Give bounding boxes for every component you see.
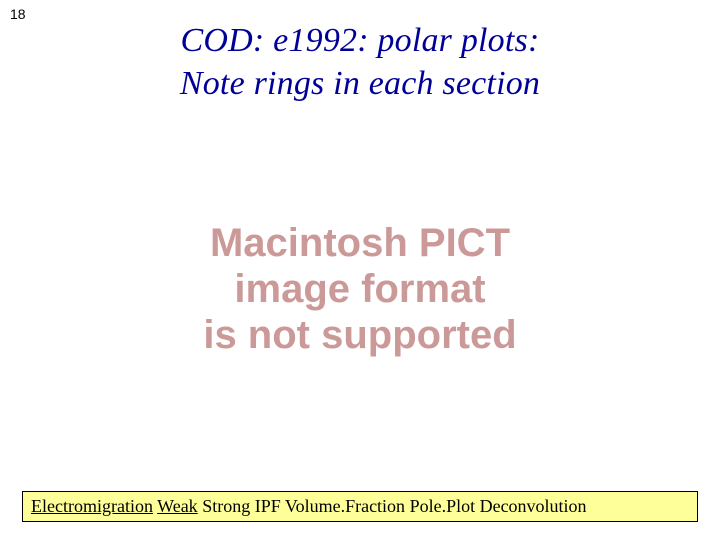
- footer-link-strong[interactable]: Strong: [202, 496, 250, 516]
- title-line-2: Note rings in each section: [180, 65, 540, 102]
- error-line-2: image format: [234, 267, 485, 311]
- error-line-1: Macintosh PICT: [210, 221, 510, 265]
- error-line-3: is not supported: [203, 313, 516, 357]
- slide-title: COD: e1992: polar plots: Note rings in e…: [0, 20, 720, 105]
- footer-link-ipf[interactable]: IPF: [255, 496, 281, 516]
- footer-nav: Electromigration Weak Strong IPF Volume.…: [22, 491, 698, 522]
- footer-link-deconvolution[interactable]: Deconvolution: [480, 496, 587, 516]
- pict-error-message: Macintosh PICT image format is not suppo…: [0, 220, 720, 358]
- slide: 18 COD: e1992: polar plots: Note rings i…: [0, 0, 720, 540]
- footer-link-weak[interactable]: Weak: [157, 496, 198, 516]
- footer-link-volume-fraction[interactable]: Volume.Fraction: [285, 496, 405, 516]
- title-line-1: COD: e1992: polar plots:: [181, 22, 540, 59]
- footer-link-pole-plot[interactable]: Pole.Plot: [410, 496, 476, 516]
- footer-link-electromigration[interactable]: Electromigration: [31, 496, 153, 516]
